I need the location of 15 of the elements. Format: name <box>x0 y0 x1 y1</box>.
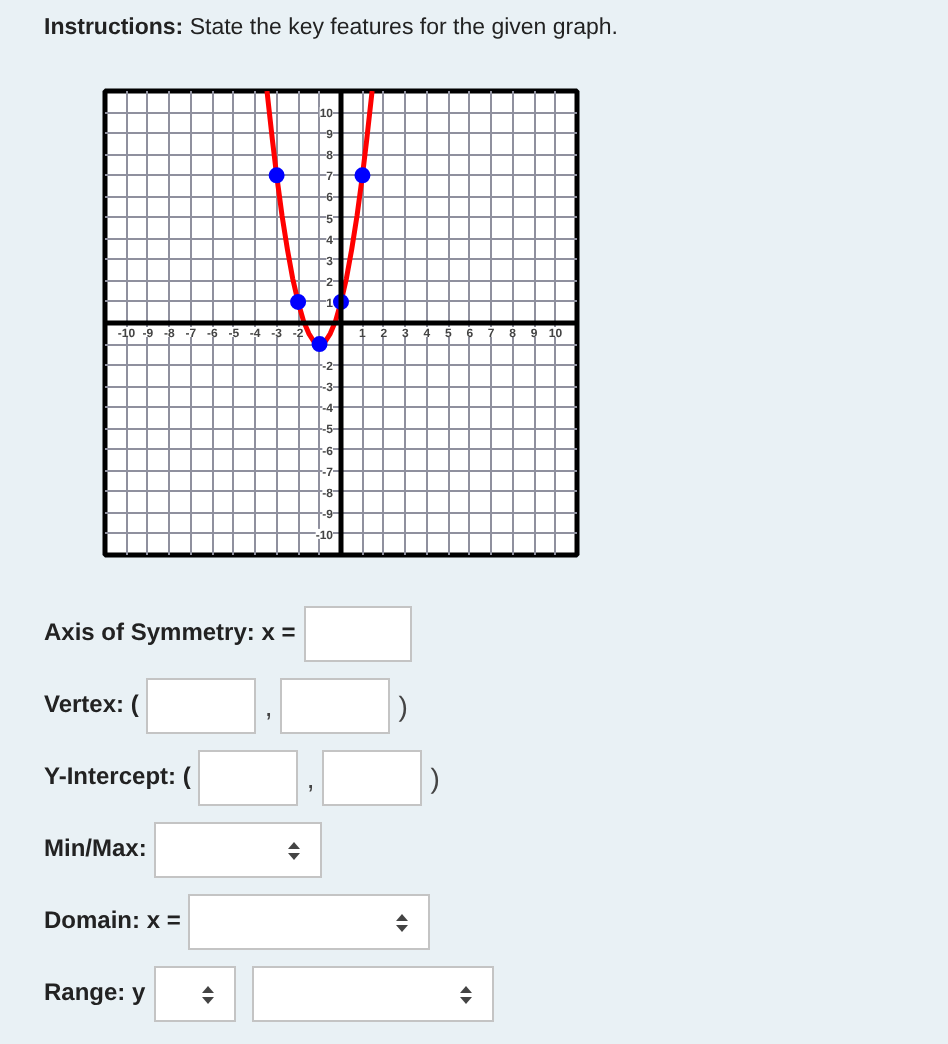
text: ) <box>398 688 408 726</box>
text: Y-Intercept: ( <box>44 760 191 795</box>
text: Range: y <box>44 976 146 1011</box>
text: Domain: x = <box>44 904 181 939</box>
point <box>311 336 328 353</box>
text: Vertex: ( <box>44 688 139 723</box>
point <box>268 167 285 184</box>
point <box>354 167 371 184</box>
text: , <box>306 760 315 798</box>
text: Axis of Symmetry: x = <box>44 616 296 651</box>
text: , <box>264 688 273 726</box>
text: Min/Max: <box>44 832 147 867</box>
chart-title: Instructions: State the key features for the given graph. <box>42 14 618 44</box>
text: ) <box>430 760 440 798</box>
point <box>290 293 307 310</box>
